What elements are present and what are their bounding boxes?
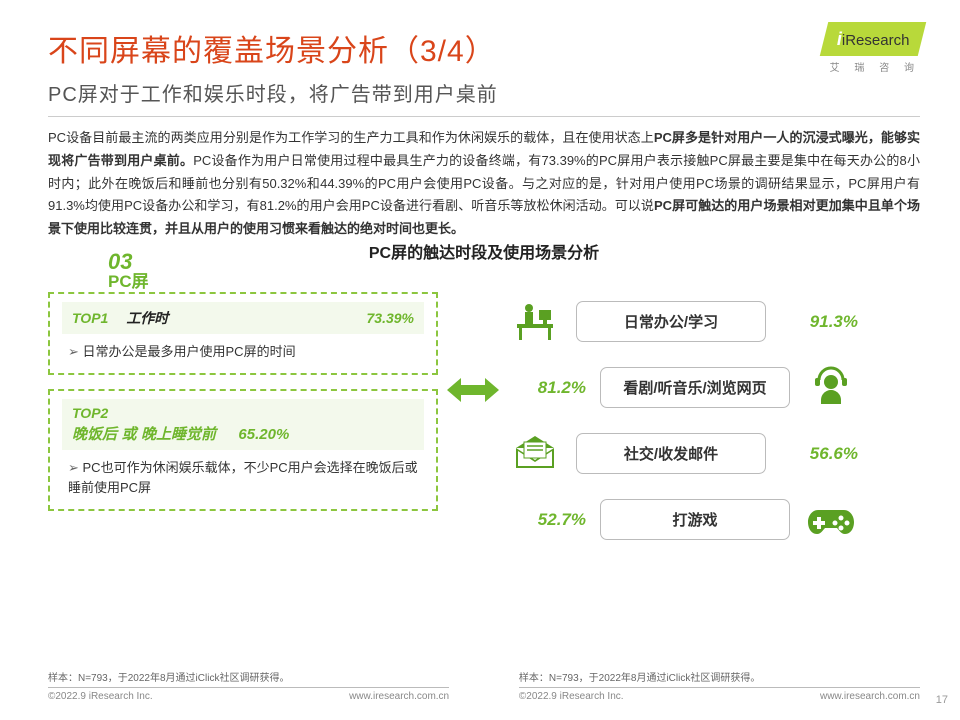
time-label-a: 晚饭后 bbox=[72, 426, 117, 443]
time-label: 工作时 bbox=[126, 308, 366, 328]
pct-value: 73.39% bbox=[367, 310, 414, 326]
bullet-text: 日常办公是最多用户使用PC屏的时间 bbox=[62, 342, 424, 363]
body-paragraph: PC设备目前最主流的两类应用分别是作为工作学习的生产力工具和作为休闲娱乐的载体，… bbox=[48, 127, 920, 241]
page-number: 17 bbox=[936, 694, 948, 706]
scene-pct: 56.6% bbox=[780, 444, 858, 464]
site-url: www.iresearch.com.cn bbox=[820, 691, 920, 702]
top1-box: TOP1 工作时 73.39% 日常办公是最多用户使用PC屏的时间 bbox=[48, 292, 438, 375]
rank-label: TOP2 bbox=[72, 405, 414, 421]
headset-icon bbox=[804, 364, 858, 412]
scene-pill: 看剧/听音乐/浏览网页 bbox=[600, 367, 790, 408]
scene-pct: 81.2% bbox=[508, 378, 586, 398]
copyright: ©2022.9 iResearch Inc. bbox=[519, 691, 624, 702]
scene-pct: 52.7% bbox=[508, 510, 586, 530]
scene-row: 社交/收发邮件 56.6% bbox=[508, 430, 920, 478]
footer: 样本：N=793，于2022年8月通过iClick社区调研获得。 ©2022.9… bbox=[48, 669, 920, 702]
divider bbox=[48, 116, 920, 117]
bidirectional-arrow-icon bbox=[438, 372, 508, 408]
left-column: TOP1 工作时 73.39% 日常办公是最多用户使用PC屏的时间 TOP2 晚… bbox=[48, 292, 438, 525]
sample-note: 样本：N=793，于2022年8月通过iClick社区调研获得。 bbox=[519, 669, 920, 684]
time-label-b: 晚上睡觉前 bbox=[141, 426, 216, 443]
sample-note: 样本：N=793，于2022年8月通过iClick社区调研获得。 bbox=[48, 669, 449, 684]
scene-pill: 打游戏 bbox=[600, 499, 790, 540]
page-title: 不同屏幕的覆盖场景分析（3/4） bbox=[48, 26, 920, 70]
scene-row: 日常办公/学习 91.3% bbox=[508, 298, 920, 346]
logo-subtext: 艾 瑞 咨 询 bbox=[824, 59, 920, 74]
scene-pct: 91.3% bbox=[780, 312, 858, 332]
pct-value: 65.20% bbox=[238, 426, 289, 443]
right-column: 日常办公/学习 91.3% 81.2% 看剧/听音乐/浏览网页 社交/收发邮件 … bbox=[508, 292, 920, 562]
rank-label: TOP1 bbox=[72, 310, 108, 326]
chart-title: PC屏的触达时段及使用场景分析 bbox=[48, 239, 920, 263]
top2-box: TOP2 晚饭后 或 晚上睡觉前 65.20% PC也可作为休闲娱乐载体，不少P… bbox=[48, 389, 438, 512]
mail-icon bbox=[508, 430, 562, 478]
gamepad-icon bbox=[804, 496, 858, 544]
desk-icon bbox=[508, 298, 562, 346]
bullet-text: PC也可作为休闲娱乐载体，不少PC用户会选择在晚饭后或睡前使用PC屏 bbox=[62, 458, 424, 500]
scene-row: 52.7% 打游戏 bbox=[508, 496, 920, 544]
scene-row: 81.2% 看剧/听音乐/浏览网页 bbox=[508, 364, 920, 412]
copyright: ©2022.9 iResearch Inc. bbox=[48, 691, 153, 702]
scene-pill: 社交/收发邮件 bbox=[576, 433, 766, 474]
brand-logo: iiResearch 艾 瑞 咨 询 bbox=[824, 22, 922, 74]
logo-text: iResearch bbox=[842, 32, 910, 49]
site-url: www.iresearch.com.cn bbox=[349, 691, 449, 702]
page-subtitle: PC屏对于工作和娱乐时段，将广告带到用户桌前 bbox=[48, 78, 920, 107]
section-label: PC屏 bbox=[108, 267, 920, 292]
scene-pill: 日常办公/学习 bbox=[576, 301, 766, 342]
